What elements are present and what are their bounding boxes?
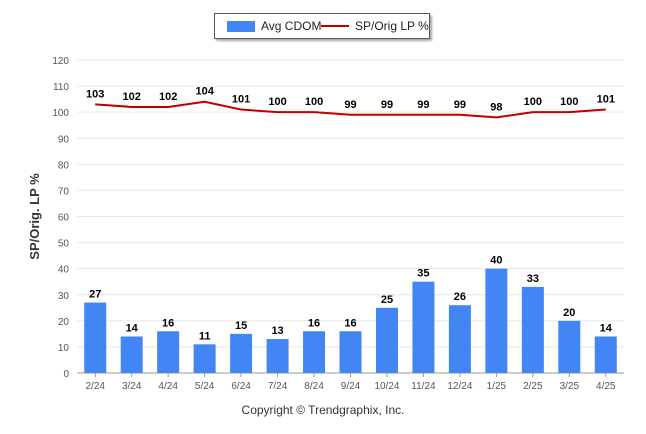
line-data-label: 100: [305, 96, 323, 108]
x-axis-ticks: 2/24 3/24 4/24 5/24 6/24 7/24 8/24 9/24 10/24 11/…: [85, 373, 616, 392]
bar-data-label: 14: [126, 322, 139, 334]
line-data-label: 99: [344, 99, 356, 111]
y-tick-label: 60: [58, 213, 70, 224]
x-tick-label: 12/24: [447, 381, 472, 392]
y-tick-label: 0: [63, 369, 69, 380]
bar-data-labels: 27 14 16 11 15 13 16 16 25 35 26 40 33 20 14: [89, 255, 613, 343]
legend-bar-label: Avg CDOM: [261, 19, 322, 33]
line-data-label: 101: [232, 94, 250, 106]
y-tick-label: 40: [58, 265, 70, 276]
bar-series: [84, 268, 617, 373]
line-series: [95, 100, 606, 119]
legend-item-bar[interactable]: Avg CDOM: [227, 19, 321, 33]
bar-data-label: 33: [527, 273, 539, 285]
x-tick-label: 7/24: [268, 381, 288, 392]
y-tick-label: 70: [58, 186, 70, 197]
x-tick-label: 8/24: [304, 381, 324, 392]
bar: [303, 331, 326, 373]
bar: [339, 331, 362, 373]
legend-item-line[interactable]: SP/Orig LP %: [321, 19, 429, 33]
bar: [485, 268, 508, 373]
grid-lines: [77, 59, 624, 374]
bar: [594, 336, 617, 373]
bar: [120, 336, 143, 373]
x-tick-label: 5/24: [195, 381, 215, 392]
bar: [84, 302, 107, 373]
bar-data-label: 11: [199, 330, 211, 342]
y-tick-label: 30: [58, 291, 70, 302]
x-tick-label: 9/24: [341, 381, 361, 392]
line-data-label: 99: [381, 99, 393, 111]
x-tick-label: 2/24: [85, 381, 105, 392]
bar: [558, 320, 581, 373]
x-tick-label: 1/25: [487, 381, 507, 392]
bar-data-label: 15: [235, 320, 247, 332]
line-data-label: 101: [597, 94, 615, 106]
legend-bar-swatch: [227, 20, 255, 32]
bar-data-label: 14: [600, 322, 613, 334]
legend-line-label: SP/Orig LP %: [355, 19, 429, 33]
line-data-label: 99: [417, 99, 429, 111]
x-tick-label: 2/25: [523, 381, 543, 392]
y-tick-label: 50: [58, 239, 70, 250]
bar-data-label: 35: [417, 268, 429, 280]
copyright-footer: Copyright © Trendgraphix, Inc.: [241, 403, 405, 417]
bar: [412, 281, 435, 373]
bar: [448, 305, 471, 373]
legend-line-swatch: [321, 25, 349, 27]
y-tick-label: 110: [53, 82, 69, 93]
line-data-label: 104: [195, 86, 214, 98]
bar: [193, 344, 216, 373]
y-tick-label: 10: [58, 343, 70, 354]
y-tick-label: 80: [58, 160, 70, 171]
line-data-label: 102: [123, 91, 141, 103]
x-tick-label: 6/24: [231, 381, 251, 392]
bar-data-label: 40: [490, 255, 502, 267]
line-data-label: 100: [524, 96, 542, 108]
line-data-labels: 103 102 102 104 101 100 100 99 99 99 99 98 100 100 101: [86, 86, 615, 114]
chart-legend: Avg CDOM SP/Orig LP %: [214, 13, 430, 39]
line-data-label: 100: [560, 96, 578, 108]
x-tick-label: 3/25: [560, 381, 580, 392]
x-tick-label: 11/24: [411, 381, 436, 392]
y-axis-title: SP/Orig. LP %: [27, 173, 42, 260]
x-tick-label: 10/24: [374, 381, 399, 392]
bar-data-label: 16: [308, 317, 320, 329]
x-tick-label: 4/25: [596, 381, 616, 392]
bar-data-label: 25: [381, 294, 393, 306]
bar: [521, 286, 544, 373]
bar-data-label: 26: [454, 291, 466, 303]
y-tick-label: 100: [52, 108, 69, 119]
x-tick-label: 3/24: [122, 381, 142, 392]
y-tick-label: 120: [52, 56, 69, 67]
bar-data-label: 16: [162, 317, 174, 329]
y-tick-label: 20: [58, 317, 70, 328]
bar-data-label: 20: [563, 307, 575, 319]
bar: [230, 333, 253, 373]
line-data-label: 102: [159, 91, 177, 103]
y-tick-label: 90: [58, 134, 70, 145]
line-data-label: 100: [268, 96, 286, 108]
bar: [157, 331, 180, 373]
bar: [375, 307, 398, 373]
line-data-label: 98: [490, 101, 502, 113]
x-tick-label: 4/24: [158, 381, 178, 392]
bar-data-label: 16: [344, 317, 356, 329]
bar-data-label: 13: [271, 325, 283, 337]
bar-data-label: 27: [89, 289, 101, 301]
y-axis-ticks: 0 10 20 30 40 50 60 70 80 90 100 110 120: [52, 56, 69, 380]
line-data-label: 103: [86, 88, 104, 100]
bar: [266, 339, 289, 373]
line-data-label: 99: [454, 99, 466, 111]
